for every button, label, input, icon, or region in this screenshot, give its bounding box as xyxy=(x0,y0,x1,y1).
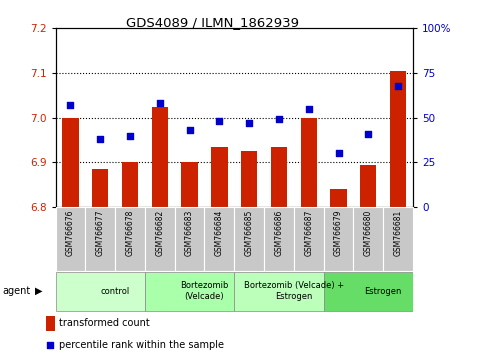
Bar xyxy=(122,162,138,207)
Point xyxy=(364,131,372,137)
Bar xyxy=(56,207,85,271)
Text: GSM766684: GSM766684 xyxy=(215,210,224,256)
Text: GSM766678: GSM766678 xyxy=(126,210,134,256)
Text: Estrogen: Estrogen xyxy=(365,287,402,296)
Point xyxy=(67,102,74,108)
Point xyxy=(335,150,342,156)
Text: Bortezomib (Velcade) +
Estrogen: Bortezomib (Velcade) + Estrogen xyxy=(244,281,344,301)
Text: ▶: ▶ xyxy=(35,286,43,296)
Point xyxy=(156,101,164,106)
Bar xyxy=(324,272,413,311)
Bar xyxy=(62,118,79,207)
Bar xyxy=(46,316,55,331)
Bar xyxy=(241,151,257,207)
Bar xyxy=(182,162,198,207)
Bar xyxy=(211,147,227,207)
Bar xyxy=(92,169,108,207)
Point xyxy=(46,342,54,348)
Point xyxy=(394,83,402,88)
Text: GDS4089 / ILMN_1862939: GDS4089 / ILMN_1862939 xyxy=(126,16,299,29)
Point xyxy=(275,117,283,122)
Bar xyxy=(56,272,145,311)
Bar xyxy=(234,272,324,311)
Bar xyxy=(115,207,145,271)
Point xyxy=(305,106,313,112)
Bar xyxy=(145,207,175,271)
Bar xyxy=(324,207,354,271)
Bar xyxy=(390,71,406,207)
Text: GSM766681: GSM766681 xyxy=(394,210,402,256)
Text: GSM766679: GSM766679 xyxy=(334,210,343,256)
Bar xyxy=(360,165,376,207)
Text: GSM766680: GSM766680 xyxy=(364,210,373,256)
Bar xyxy=(330,189,347,207)
Text: control: control xyxy=(100,287,130,296)
Bar xyxy=(85,207,115,271)
Text: GSM766682: GSM766682 xyxy=(156,210,164,256)
Bar xyxy=(354,207,383,271)
Bar xyxy=(175,207,204,271)
Bar xyxy=(271,147,287,207)
Point xyxy=(215,119,223,124)
Bar xyxy=(264,207,294,271)
Text: GSM766677: GSM766677 xyxy=(96,210,105,256)
Text: GSM766687: GSM766687 xyxy=(304,210,313,256)
Text: Bortezomib
(Velcade): Bortezomib (Velcade) xyxy=(180,281,228,301)
Point xyxy=(245,120,253,126)
Point xyxy=(97,136,104,142)
Text: GSM766683: GSM766683 xyxy=(185,210,194,256)
Bar xyxy=(383,207,413,271)
Text: agent: agent xyxy=(2,286,30,296)
Bar xyxy=(204,207,234,271)
Bar xyxy=(300,118,317,207)
Bar xyxy=(145,272,234,311)
Text: GSM766685: GSM766685 xyxy=(245,210,254,256)
Text: transformed count: transformed count xyxy=(59,318,150,329)
Bar xyxy=(294,207,324,271)
Bar xyxy=(234,207,264,271)
Text: GSM766676: GSM766676 xyxy=(66,210,75,256)
Text: GSM766686: GSM766686 xyxy=(274,210,284,256)
Bar xyxy=(152,107,168,207)
Text: percentile rank within the sample: percentile rank within the sample xyxy=(59,339,224,350)
Point xyxy=(126,133,134,138)
Point xyxy=(185,127,193,133)
